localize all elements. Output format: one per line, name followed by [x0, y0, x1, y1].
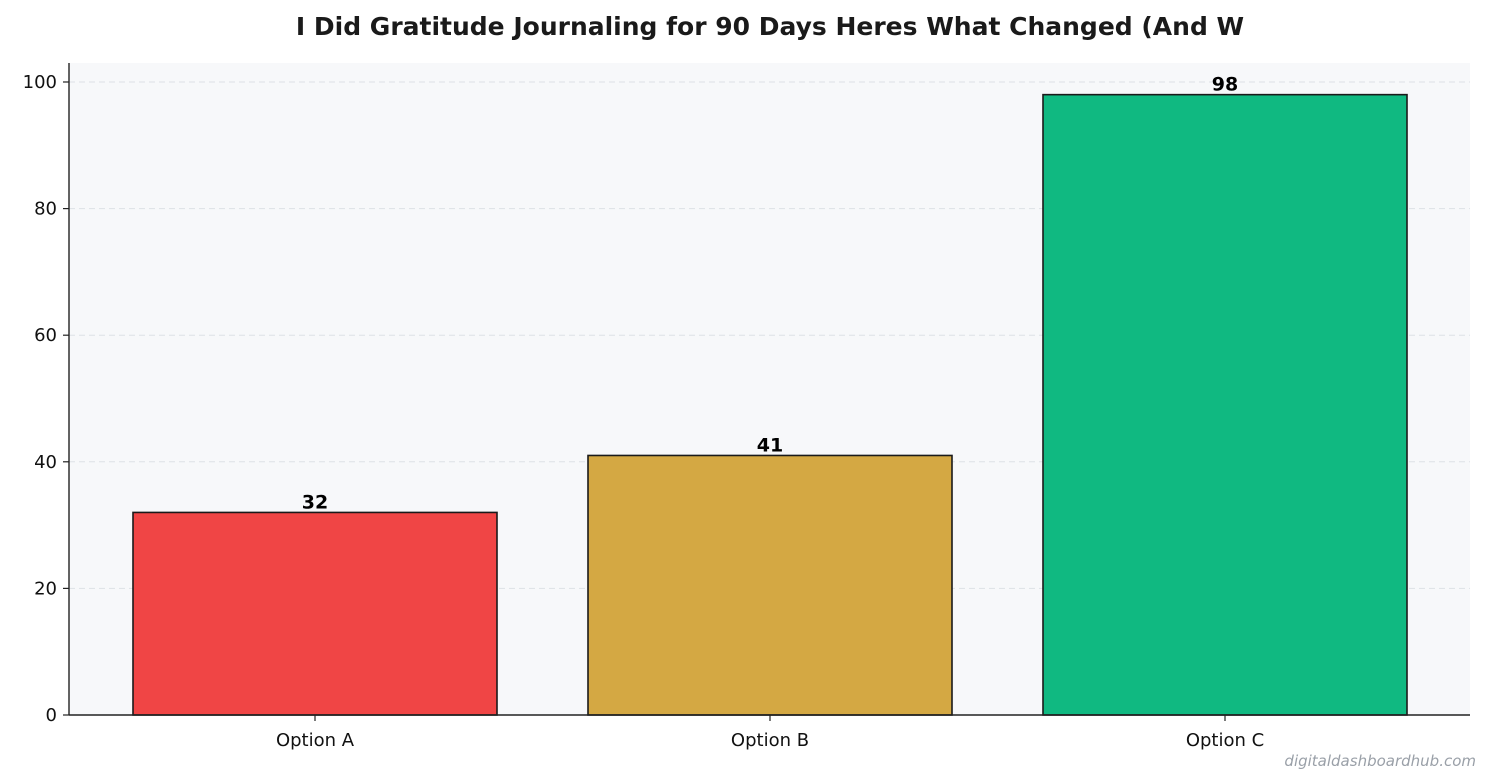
bar-option-b: [587, 454, 953, 716]
x-tick-label: Option C: [1186, 730, 1264, 751]
x-tick-label: Option B: [731, 730, 809, 751]
y-tick-label: 20: [34, 578, 57, 599]
chart-title: I Did Gratitude Journaling for 90 Days H…: [296, 12, 1244, 41]
data-labels: 32 41 98: [302, 74, 1238, 514]
data-label: 32: [302, 491, 328, 513]
y-tick-label: 40: [34, 452, 57, 473]
x-tick-label: Option A: [276, 730, 355, 751]
bar-option-c: [1042, 93, 1408, 716]
data-label: 98: [1212, 74, 1238, 96]
y-tick-label: 60: [34, 325, 57, 346]
y-tick-label: 100: [23, 72, 57, 93]
tick-labels: 0 20 40 60 80 100 Option A Option B Option C: [23, 72, 1265, 751]
axes: [63, 63, 1470, 721]
y-tick-label: 80: [34, 199, 57, 220]
data-label: 41: [757, 434, 783, 456]
y-tick-label: 0: [46, 705, 57, 726]
watermark: digitaldashboardhub.com: [1284, 752, 1476, 770]
bars: [132, 93, 1408, 716]
bar-option-a: [132, 511, 498, 716]
